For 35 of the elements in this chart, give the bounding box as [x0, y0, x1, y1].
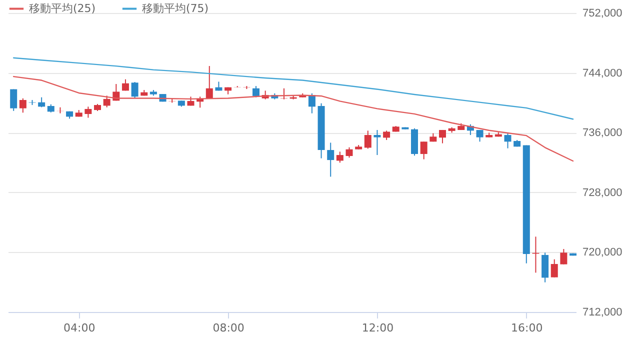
candlestick	[327, 142, 334, 178]
candlestick	[19, 98, 26, 114]
candlestick	[206, 66, 213, 100]
x-tick-label: 04:00	[64, 322, 96, 334]
y-tick-label: 736,000	[582, 127, 622, 140]
line-series	[12, 76, 574, 162]
candlestick	[438, 129, 446, 144]
candlestick	[103, 95, 110, 108]
x-tick-label: 16:00	[511, 322, 543, 334]
candlestick	[252, 86, 260, 98]
line-series	[12, 57, 574, 120]
candlestick	[504, 132, 512, 149]
y-tick-label: 720,000	[582, 246, 622, 259]
y-tick-label: 712,000	[582, 306, 622, 318]
candlestick	[280, 88, 288, 100]
y-tick-label: 728,000	[582, 186, 622, 199]
candlestick	[420, 141, 428, 160]
candlestick	[336, 151, 344, 164]
candlestick	[346, 146, 353, 158]
candlestick	[383, 130, 390, 140]
candlestick	[84, 106, 92, 118]
legend-label: 移動平均(75)	[142, 2, 209, 15]
candlestick	[10, 88, 18, 112]
legend-label: 移動平均(25)	[29, 2, 96, 15]
y-tick-label: 752,000	[582, 8, 622, 20]
candlestick	[364, 130, 372, 150]
y-tick-label: 744,000	[582, 67, 622, 80]
candlestick	[560, 248, 568, 265]
candlestick	[550, 258, 558, 278]
candlestick	[131, 81, 138, 99]
candlestick	[38, 96, 46, 108]
candlestick	[374, 129, 381, 156]
candlestick	[542, 252, 549, 283]
x-tick-label: 12:00	[362, 322, 394, 334]
x-tick-label: 08:00	[212, 322, 244, 334]
